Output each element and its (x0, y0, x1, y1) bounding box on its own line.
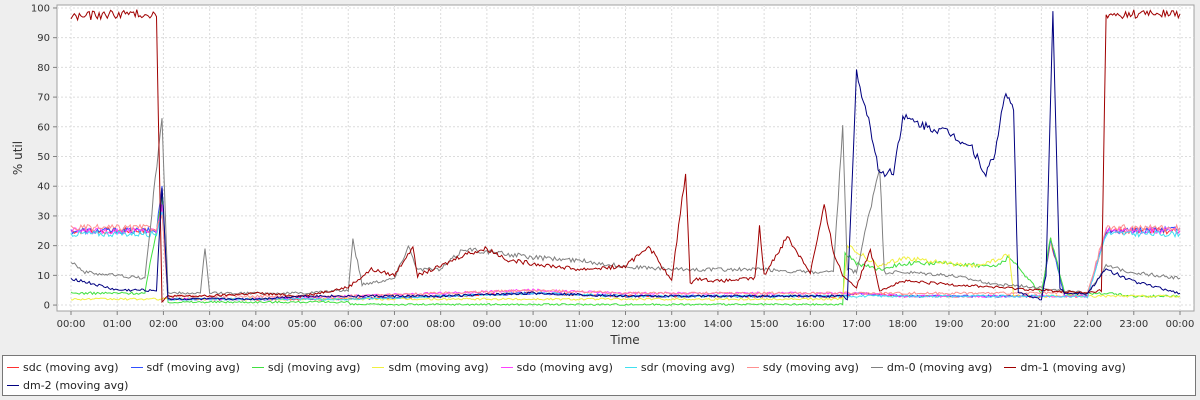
legend-swatch (372, 366, 385, 368)
legend-label: sdc (moving avg) (23, 360, 119, 374)
legend-label: sdm (moving avg) (388, 360, 489, 374)
legend-label: sdo (moving avg) (516, 360, 613, 374)
legend-label: sdj (moving avg) (267, 360, 361, 374)
x-tick-label: 07:00 (380, 319, 409, 330)
x-tick-label: 14:00 (704, 319, 733, 330)
x-tick-label: 22:00 (1073, 319, 1102, 330)
line-chart: 00:00 01:00 02:00 03:00 04:00 05:00 06:00 07:00… (11, 3, 1195, 347)
legend-swatch (7, 384, 19, 386)
legend-item: sdj (moving avg) (251, 358, 361, 376)
legend-swatch (7, 366, 19, 368)
x-tick-label: 15:00 (750, 319, 779, 330)
x-tick-label: 20:00 (981, 319, 1010, 330)
chart-legend: sdc (moving avg) sdf (moving avg) sdj (mov… (2, 355, 1196, 396)
x-tick-label: 05:00 (288, 319, 317, 330)
legend-item: dm-2 (moving avg) (7, 376, 128, 394)
x-tick-label: 02:00 (149, 319, 178, 330)
legend-item: dm-1 (moving avg) (1004, 358, 1126, 376)
x-tick-label: 11:00 (565, 319, 594, 330)
x-tick-label: 18:00 (888, 319, 917, 330)
legend-swatch (624, 366, 637, 368)
x-tick-label: 10:00 (519, 319, 548, 330)
y-tick-label: 60 (37, 122, 50, 133)
y-axis-title: % util (11, 141, 25, 175)
y-tick-label: 50 (37, 152, 50, 163)
series-line-8 (70, 9, 1181, 304)
series-line-9 (70, 11, 1181, 301)
x-axis-title: Time (609, 333, 639, 347)
legend-item: dm-0 (moving avg) (870, 358, 993, 376)
legend-item: sdy (moving avg) (746, 358, 859, 376)
x-axis: 00:00 01:00 02:00 03:00 04:00 05:00 06:00 07:00… (57, 311, 1195, 330)
y-tick-label: 90 (37, 33, 50, 44)
x-tick-label: 19:00 (935, 319, 964, 330)
legend-swatch (1004, 366, 1017, 368)
x-tick-label: 04:00 (241, 319, 270, 330)
x-tick-label: 01:00 (103, 319, 132, 330)
y-tick-label: 10 (37, 271, 50, 282)
x-tick-label: 00:00 (57, 319, 86, 330)
x-tick-label: 08:00 (426, 319, 455, 330)
y-tick-label: 40 (37, 182, 50, 193)
legend-swatch (251, 366, 264, 368)
legend-item: sdm (moving avg) (372, 358, 489, 376)
legend-swatch (746, 366, 759, 368)
y-tick-label: 20 (37, 241, 50, 252)
x-tick-label: 00:00 (1166, 319, 1195, 330)
y-tick-label: 100 (31, 3, 50, 14)
y-tick-label: 30 (37, 211, 50, 222)
x-tick-label: 03:00 (195, 319, 224, 330)
y-tick-label: 0 (44, 301, 50, 312)
legend-swatch (130, 366, 143, 368)
x-tick-label: 06:00 (334, 319, 363, 330)
legend-label: dm-2 (moving avg) (23, 378, 129, 392)
series-lines (70, 9, 1181, 307)
y-axis: 0 10 20 30 40 50 60 70 80 90 100 (31, 3, 57, 312)
x-tick-label: 23:00 (1119, 319, 1148, 330)
legend-label: sdy (moving avg) (762, 360, 859, 374)
legend-item: sdf (moving avg) (130, 358, 240, 376)
x-tick-label: 12:00 (611, 319, 640, 330)
legend-item: sdr (moving avg) (624, 358, 735, 376)
series-line-6 (70, 214, 1181, 298)
x-tick-label: 21:00 (1027, 319, 1056, 330)
y-tick-label: 70 (37, 93, 50, 104)
x-tick-label: 16:00 (796, 319, 825, 330)
x-tick-label: 09:00 (472, 319, 501, 330)
series-line-2 (70, 194, 1181, 307)
x-tick-label: 17:00 (842, 319, 871, 330)
legend-label: sdr (moving avg) (640, 360, 735, 374)
legend-item: sdo (moving avg) (500, 358, 613, 376)
legend-label: dm-0 (moving avg) (886, 360, 993, 374)
legend-swatch (500, 366, 513, 368)
grid-lines (57, 5, 1194, 311)
x-tick-label: 13:00 (657, 319, 686, 330)
legend-label: sdf (moving avg) (146, 360, 240, 374)
legend-swatch (870, 366, 883, 368)
legend-item: sdc (moving avg) (7, 358, 119, 376)
y-tick-label: 80 (37, 63, 50, 74)
legend-label: dm-1 (moving avg) (1020, 360, 1126, 374)
